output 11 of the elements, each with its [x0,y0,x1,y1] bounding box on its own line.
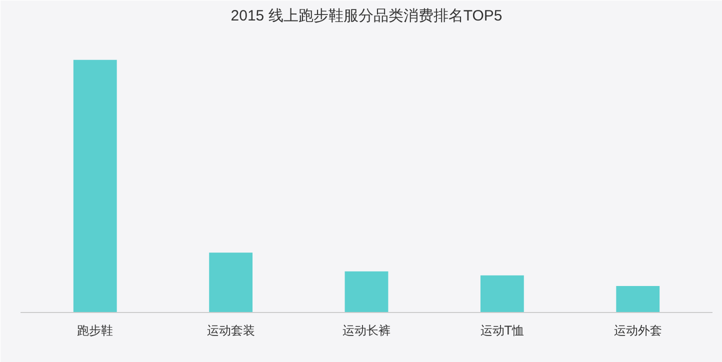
bar [344,271,388,312]
chart-title: 2015 线上跑步鞋服分品类消费排名TOP5 [230,8,502,24]
bar [209,252,253,312]
bar [480,275,524,312]
x-tick-label: 运动外套 [614,324,662,338]
x-tick-label: 运动套装 [206,324,255,338]
x-tick-label: 运动长裤 [342,324,390,338]
x-tick-label: 运动T恤 [480,324,524,338]
bar [73,60,117,312]
x-tick-label: 跑步鞋 [77,324,114,338]
bar [616,286,660,312]
